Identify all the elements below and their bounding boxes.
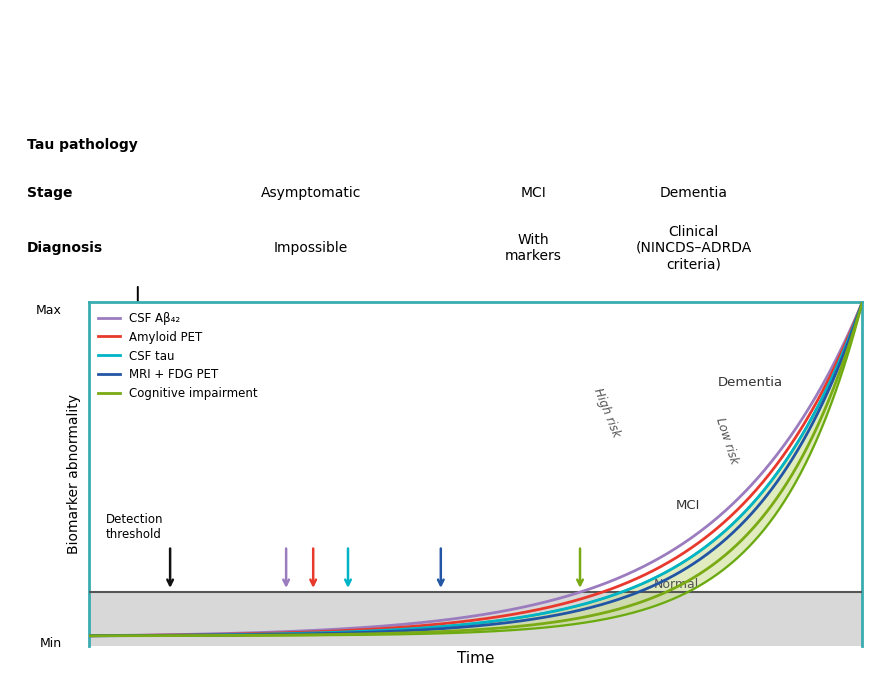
Text: Max: Max [36, 304, 62, 317]
Text: Dementia: Dementia [660, 186, 727, 201]
Text: MCI: MCI [521, 186, 546, 201]
Text: Clinical
(NINCDS–ADRDA
criteria): Clinical (NINCDS–ADRDA criteria) [636, 225, 751, 271]
Bar [89, 592, 862, 646]
Text: High risk: High risk [591, 385, 623, 439]
Text: Stage: Stage [27, 186, 72, 201]
Text: Impossible: Impossible [274, 241, 348, 255]
Text: Tau pathology: Tau pathology [27, 138, 138, 152]
Text: MCI: MCI [677, 499, 701, 512]
Text: Normal: Normal [653, 578, 699, 592]
Text: Dementia: Dementia [717, 376, 782, 389]
Text: Min: Min [40, 638, 62, 651]
Text: Asymptomatic: Asymptomatic [261, 186, 361, 201]
Legend: CSF Aβ₄₂, Amyloid PET, CSF tau, MRI + FDG PET, Cognitive impairment: CSF Aβ₄₂, Amyloid PET, CSF tau, MRI + FD… [95, 308, 261, 404]
Text: Low risk: Low risk [713, 416, 741, 465]
Text: Detection
threshold: Detection threshold [106, 513, 164, 541]
Text: Diagnosis: Diagnosis [27, 241, 103, 255]
Text: With
markers: With markers [505, 233, 562, 263]
Y-axis label: Biomarker abnormality: Biomarker abnormality [67, 394, 81, 554]
X-axis label: Time: Time [457, 651, 494, 666]
